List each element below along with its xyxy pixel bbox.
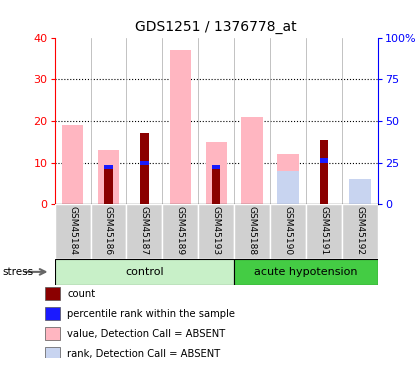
Bar (98, 150, 119, 204)
Bar (140, 160, 149, 165)
Bar (198, 204, 234, 259)
Bar (212, 165, 220, 169)
Text: acute hypotension: acute hypotension (255, 267, 358, 277)
Text: GSM45188: GSM45188 (248, 206, 257, 255)
Bar (234, 259, 378, 285)
Bar (270, 204, 306, 259)
Bar (320, 140, 328, 204)
Bar (91, 204, 126, 259)
Text: GSM45193: GSM45193 (212, 206, 221, 255)
Text: count: count (67, 289, 95, 299)
Bar (105, 165, 113, 169)
Text: value, Detection Call = ABSENT: value, Detection Call = ABSENT (67, 329, 226, 339)
Bar (62, 125, 83, 204)
Text: GSM45186: GSM45186 (104, 206, 113, 255)
Bar (277, 171, 299, 204)
Text: GSM45189: GSM45189 (176, 206, 185, 255)
Bar (170, 50, 191, 204)
Text: rank, Detection Call = ABSENT: rank, Detection Call = ABSENT (67, 349, 220, 359)
Text: GSM45187: GSM45187 (140, 206, 149, 255)
Bar (212, 167, 220, 204)
Title: GDS1251 / 1376778_at: GDS1251 / 1376778_at (136, 20, 297, 34)
Bar (45, 347, 60, 360)
Text: GSM45192: GSM45192 (356, 206, 365, 255)
Text: percentile rank within the sample: percentile rank within the sample (67, 309, 235, 319)
Bar (105, 167, 113, 204)
Bar (205, 142, 227, 204)
Bar (277, 154, 299, 204)
Bar (163, 204, 198, 259)
Bar (140, 134, 149, 204)
Text: GSM45190: GSM45190 (284, 206, 293, 255)
Bar (349, 179, 371, 204)
Bar (45, 287, 60, 300)
Bar (320, 159, 328, 163)
Bar (45, 307, 60, 320)
Bar (349, 179, 371, 204)
Bar (306, 204, 342, 259)
Text: GSM45191: GSM45191 (320, 206, 328, 255)
Bar (126, 204, 163, 259)
Bar (234, 204, 270, 259)
Text: GSM45184: GSM45184 (68, 206, 77, 255)
Text: control: control (125, 267, 164, 277)
Bar (55, 204, 91, 259)
Bar (342, 204, 378, 259)
Text: stress: stress (2, 267, 33, 277)
Bar (241, 117, 263, 204)
Bar (55, 259, 234, 285)
Bar (45, 327, 60, 340)
